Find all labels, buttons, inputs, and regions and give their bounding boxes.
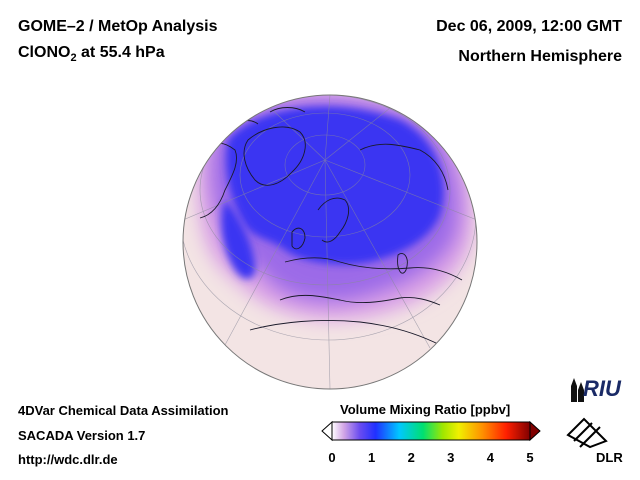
- dlr-logo-icon: [566, 417, 608, 449]
- colorbar-high-arrow: [529, 420, 541, 442]
- map-title: GOME–2 / MetOp Analysis: [18, 18, 218, 35]
- colorbar-tick-label: 0: [328, 450, 336, 465]
- region-label: Northern Hemisphere: [458, 48, 622, 65]
- dlr-logo-text: DLR: [596, 450, 623, 465]
- mediterranean-coast: [279, 294, 441, 306]
- colorbar-gradient: [331, 421, 531, 441]
- caspian-sea: [397, 253, 408, 274]
- footer-method: 4DVar Chemical Data Assimilation: [18, 403, 229, 418]
- globe-map: [182, 94, 478, 390]
- footer-version: SACADA Version 1.7: [18, 428, 146, 443]
- colorbar-title: Volume Mixing Ratio [ppbv]: [340, 402, 511, 417]
- footer-url[interactable]: http://wdc.dlr.de: [18, 452, 118, 467]
- colorbar-tick-label: 5: [526, 450, 534, 465]
- vortex-core: [226, 106, 444, 265]
- species-name: ClONO: [18, 44, 71, 61]
- scandinavia-coast: [317, 197, 350, 243]
- riu-logo: RIU: [571, 376, 622, 402]
- species-label: ClONO2 at 55.4 hPa: [18, 44, 165, 64]
- greenland-coast: [243, 126, 306, 186]
- timestamp: Dec 06, 2009, 12:00 GMT: [436, 18, 622, 35]
- colorbar-tick-label: 3: [447, 450, 455, 465]
- colorbar-tick-label: 2: [407, 450, 415, 465]
- vortex-lobe: [221, 200, 256, 279]
- siberia-coast: [359, 143, 449, 191]
- britain-coast: [291, 227, 306, 250]
- pressure-level: at 55.4 hPa: [76, 44, 165, 61]
- graticule: [183, 95, 477, 389]
- colorbar-tick-label: 1: [367, 450, 376, 465]
- riu-cathedral-icon: [571, 378, 584, 402]
- europe-coast: [284, 257, 463, 281]
- africa-coast: [249, 319, 441, 346]
- species-subscript: 2: [70, 52, 77, 65]
- colorbar-tick-label: 4: [486, 450, 494, 465]
- riu-logo-text: RIU: [583, 376, 622, 401]
- colorbar-low-arrow: [321, 420, 333, 442]
- globe-outline: [182, 94, 478, 390]
- colorbar: [321, 420, 541, 442]
